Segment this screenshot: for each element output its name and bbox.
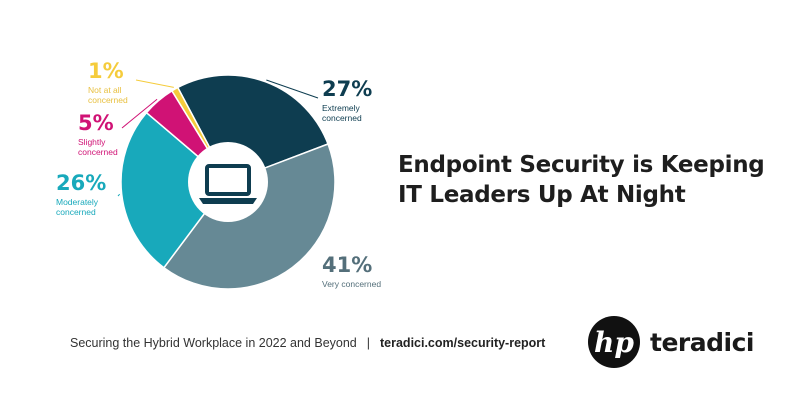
headline-line-1: Endpoint Security is Keeping xyxy=(398,152,765,178)
category-label-extremely-concerned: Extremely concerned xyxy=(322,103,362,123)
percent-label-slightly-concerned: 5% xyxy=(78,111,114,135)
report-title: Securing the Hybrid Workplace in 2022 an… xyxy=(70,336,357,350)
headline: Endpoint Security is Keeping IT Leaders … xyxy=(398,150,778,210)
percent-label-not-at-all-concerned: 1% xyxy=(88,59,124,83)
percent-label-very-concerned: 41% xyxy=(322,253,372,277)
footer: Securing the Hybrid Workplace in 2022 an… xyxy=(70,336,545,350)
hp-logo-text: hp xyxy=(594,326,634,359)
slice-moderately-concerned xyxy=(120,111,230,269)
category-label-not-at-all-concerned: Not at all concerned xyxy=(88,85,128,105)
headline-line-2: IT Leaders Up At Night xyxy=(398,182,686,208)
leader-line-slightly-concerned xyxy=(121,98,158,129)
leader-line-not-at-all-concerned xyxy=(135,79,174,88)
footer-separator: | xyxy=(366,336,370,350)
leader-line-extremely-concerned xyxy=(266,79,319,99)
laptop-icon xyxy=(199,164,257,204)
report-url-link[interactable]: teradici.com/security-report xyxy=(380,336,546,350)
percent-label-moderately-concerned: 26% xyxy=(56,171,106,195)
category-label-slightly-concerned: Slightly concerned xyxy=(78,137,118,157)
leader-line-moderately-concerned xyxy=(117,193,121,197)
slice-very-concerned xyxy=(162,143,336,290)
hp-logo: hp xyxy=(588,316,640,368)
category-label-moderately-concerned: Moderately concerned xyxy=(56,197,99,217)
percent-label-extremely-concerned: 27% xyxy=(322,77,372,101)
category-label-very-concerned: Very concerned xyxy=(322,279,381,289)
donut-center xyxy=(188,142,268,222)
teradici-logo: teradici xyxy=(650,328,754,357)
hp-logo-mark: hp xyxy=(594,326,634,359)
